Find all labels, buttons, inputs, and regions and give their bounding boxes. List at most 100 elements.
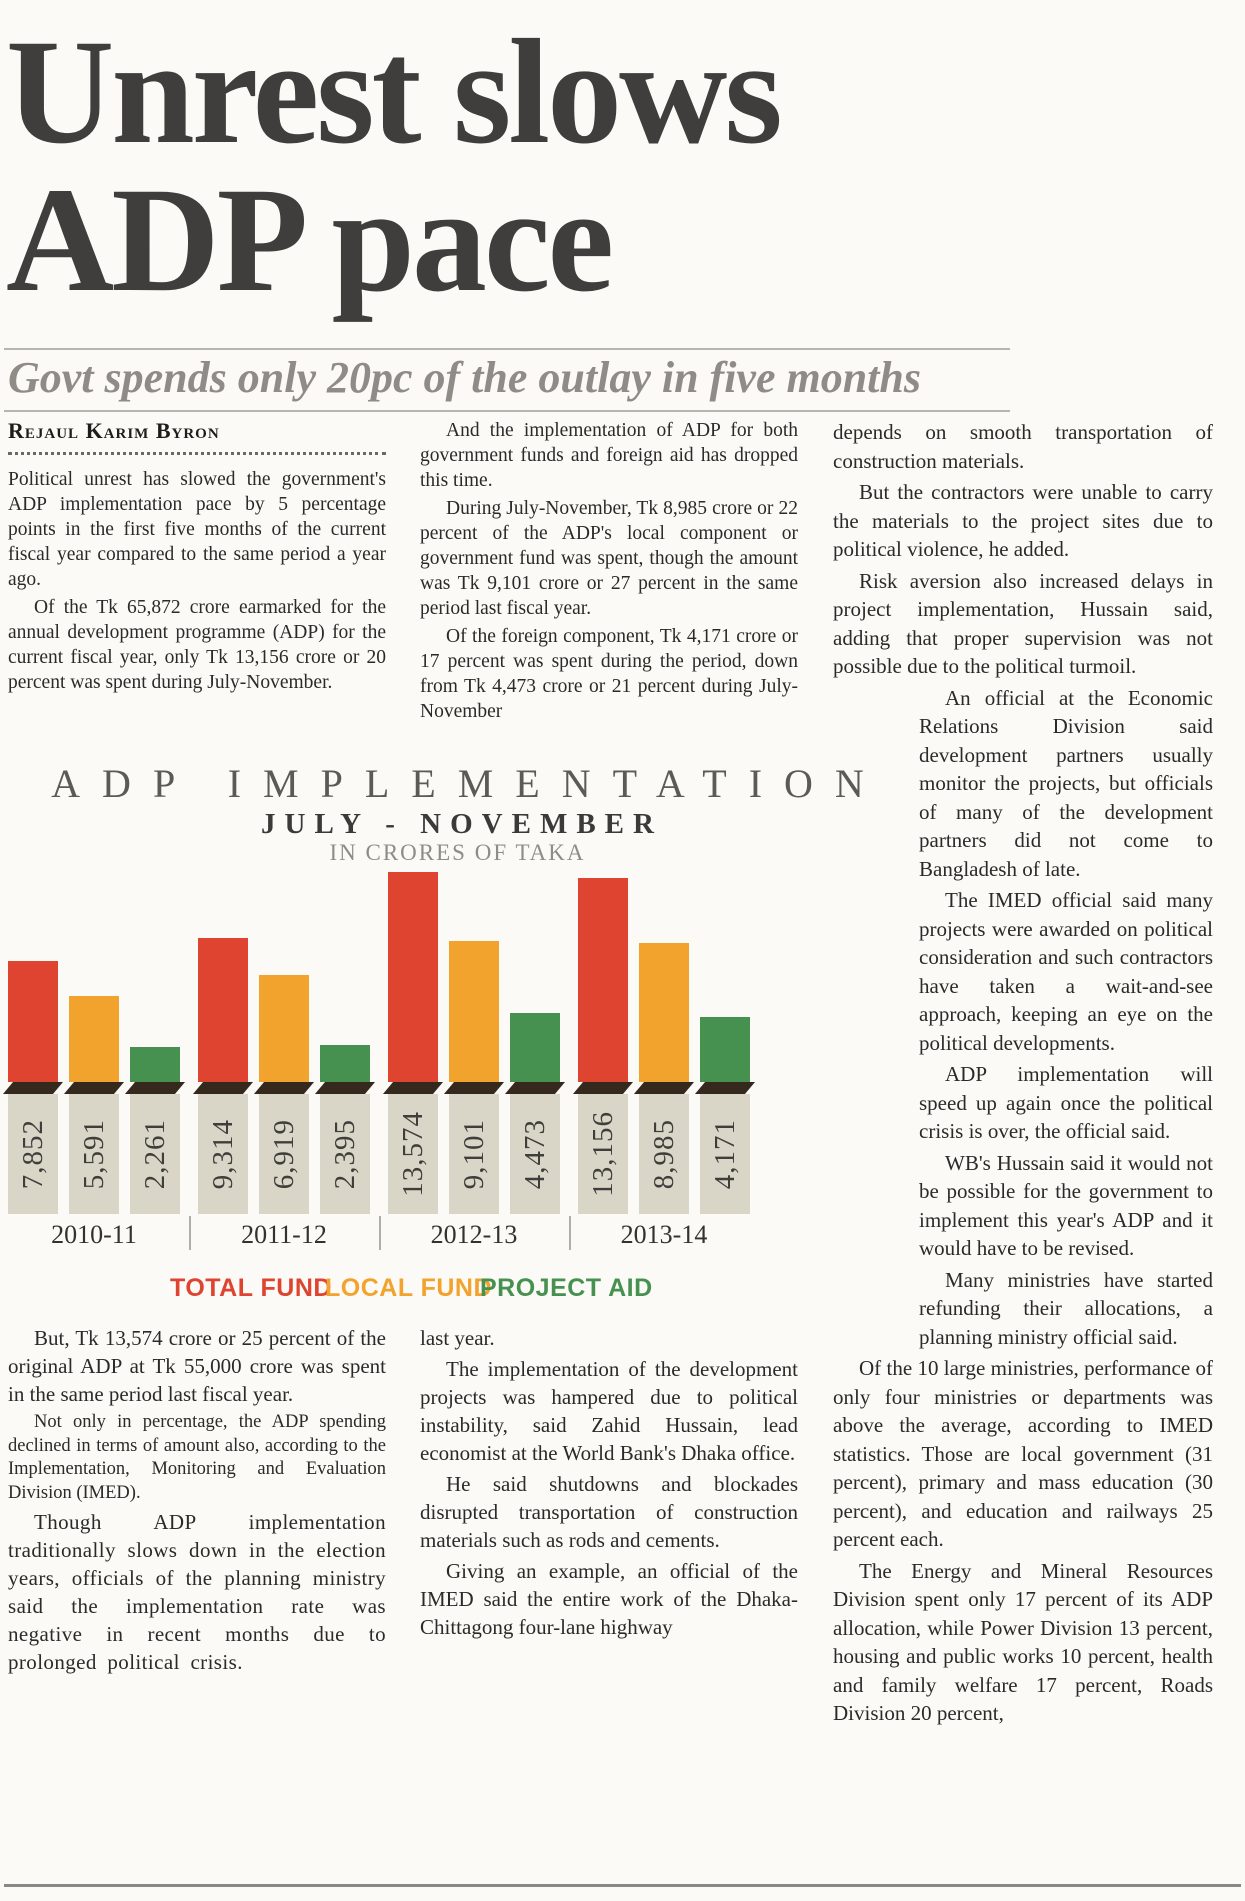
bar-base-shadow <box>2 1082 64 1094</box>
x-axis-separator <box>189 1216 191 1250</box>
x-axis-separator <box>569 1216 571 1250</box>
bar-value-column: 4,473 <box>510 1094 560 1214</box>
bar-total-fund-2013-14 <box>578 878 628 1082</box>
bar-value-column: 2,261 <box>130 1094 180 1214</box>
paragraph: Political unrest has slowed the governme… <box>8 469 386 590</box>
column-1-lower: But, Tk 13,574 crore or 25 percent of th… <box>8 1324 386 1679</box>
paragraph: Though ADP implementation traditionally … <box>8 1510 386 1674</box>
bar-value-label: 8,985 <box>647 1118 680 1190</box>
byline: Rejaul Karim Byron <box>8 418 220 443</box>
byline-dotted-divider <box>8 450 386 455</box>
x-axis-separator <box>379 1216 381 1250</box>
bar-base-shadow <box>382 1082 444 1094</box>
bar-value-column: 9,314 <box>198 1094 248 1214</box>
column-2-upper: And the implementation of ADP for both g… <box>420 418 798 727</box>
paragraph: And the implementation of ADP for both g… <box>420 420 798 491</box>
page-bottom-rule <box>4 1884 1241 1887</box>
x-axis-label-2012-13: 2012-13 <box>430 1220 518 1249</box>
bar-base-shadow <box>443 1082 505 1094</box>
bar-project-aid-2010-11 <box>130 1047 180 1082</box>
bar-value-label: 13,156 <box>586 1111 619 1197</box>
paragraph: The Energy and Mineral Resources Divisio… <box>833 1558 1213 1726</box>
bar-slot-2013-14-local-fund: 8,985 <box>633 864 695 1214</box>
bar-local-fund-2010-11 <box>69 996 119 1082</box>
x-axis-label-2011-12: 2011-12 <box>241 1220 327 1249</box>
paragraph: Giving an example, an official of the IM… <box>420 1559 798 1639</box>
column-3: depends on smooth transportation of cons… <box>833 418 1213 1731</box>
bar-slot-2013-14-project-aid: 4,171 <box>694 864 756 1214</box>
bar-slot-2013-14-total-fund: 13,156 <box>572 864 634 1214</box>
headline-line1: Unrest slows <box>6 9 783 175</box>
column-1-upper: Rejaul Karim Byron Political unrest has … <box>8 418 386 698</box>
paragraph: But, Tk 13,574 crore or 25 percent of th… <box>8 1326 386 1406</box>
bar-project-aid-2012-13 <box>510 1013 560 1082</box>
chart-title: ADP IMPLEMENTATION <box>51 761 886 806</box>
adp-chart: ADP IMPLEMENTATION JULY - NOVEMBER IN CR… <box>0 762 915 1310</box>
bar-value-label: 13,574 <box>396 1111 429 1197</box>
paragraph: During July-November, Tk 8,985 crore or … <box>420 498 798 619</box>
paragraph: The implementation of the development pr… <box>420 1357 798 1465</box>
legend-total-fund: TOTAL FUND <box>170 1274 332 1302</box>
paragraph: Of the 10 large ministries, performance … <box>833 1356 1213 1551</box>
bar-value-column: 9,101 <box>449 1094 499 1214</box>
bar-value-column: 2,395 <box>320 1094 370 1214</box>
bar-value-label: 6,919 <box>267 1118 300 1190</box>
chart-unit-label: IN CRORES OF TAKA <box>329 840 586 865</box>
bar-slot-2010-11-local-fund: 5,591 <box>63 864 125 1214</box>
bar-value-label: 9,314 <box>206 1118 239 1190</box>
paragraph: WB's Hussain said it would not be possib… <box>919 1150 1213 1261</box>
chart-subtitle: JULY - NOVEMBER <box>261 808 663 840</box>
x-axis-label-2010-11: 2010-11 <box>51 1220 137 1249</box>
bar-value-label: 9,101 <box>457 1118 490 1190</box>
bar-slot-2012-13-project-aid: 4,473 <box>504 864 566 1214</box>
bar-total-fund-2011-12 <box>198 938 248 1082</box>
bar-slot-2012-13-local-fund: 9,101 <box>443 864 505 1214</box>
header-divider-bottom <box>4 410 1010 412</box>
legend-project-aid: PROJECT AID <box>480 1274 653 1302</box>
paragraph: The IMED official said many projects wer… <box>919 888 1213 1055</box>
paragraph: depends on smooth transportation of cons… <box>833 420 1213 473</box>
bar-base-shadow <box>124 1082 186 1094</box>
bar-slot-2012-13-total-fund: 13,574 <box>382 864 444 1214</box>
bar-value-column: 4,171 <box>700 1094 750 1214</box>
paragraph: He said shutdowns and blockades disrupte… <box>420 1472 798 1552</box>
bar-base-shadow <box>192 1082 254 1094</box>
bar-base-shadow <box>63 1082 125 1094</box>
bar-value-column: 13,574 <box>388 1094 438 1214</box>
bar-local-fund-2012-13 <box>449 941 499 1082</box>
paragraph: But the contractors were unable to carry… <box>833 480 1213 561</box>
bar-value-label: 7,852 <box>16 1118 49 1190</box>
bar-slot-2010-11-project-aid: 2,261 <box>124 864 186 1214</box>
bar-value-label: 2,395 <box>328 1118 361 1190</box>
bar-value-label: 2,261 <box>138 1118 171 1190</box>
paragraph: Of the foreign component, Tk 4,171 crore… <box>420 626 798 722</box>
bar-value-column: 6,919 <box>259 1094 309 1214</box>
bar-value-column: 5,591 <box>69 1094 119 1214</box>
bar-slot-2011-12-total-fund: 9,314 <box>192 864 254 1214</box>
bar-local-fund-2013-14 <box>639 943 689 1082</box>
chart-legend: TOTAL FUND LOCAL FUND PROJECT AID <box>0 1274 760 1310</box>
bar-base-shadow <box>504 1082 566 1094</box>
legend-local-fund: LOCAL FUND <box>325 1274 493 1302</box>
bar-slot-2010-11-total-fund: 7,852 <box>2 864 64 1214</box>
bar-total-fund-2010-11 <box>8 961 58 1082</box>
bar-value-label: 5,591 <box>77 1118 110 1190</box>
paragraph: An official at the Economic Relations Di… <box>919 685 1213 881</box>
bar-base-shadow <box>572 1082 634 1094</box>
bar-value-label: 4,473 <box>518 1118 551 1190</box>
paragraph: Many ministries have started refunding t… <box>919 1267 1213 1349</box>
bar-project-aid-2011-12 <box>320 1045 370 1082</box>
bar-value-label: 4,171 <box>708 1118 741 1190</box>
paragraph: Of the Tk 65,872 crore earmarked for the… <box>8 597 386 693</box>
headline: Unrest slows ADP pace <box>6 9 783 315</box>
bar-total-fund-2012-13 <box>388 872 438 1082</box>
paragraph: Risk aversion also increased delays in p… <box>833 568 1213 679</box>
bar-value-column: 7,852 <box>8 1094 58 1214</box>
column-2-lower: last year. The implementation of the dev… <box>420 1324 798 1644</box>
bar-base-shadow <box>253 1082 315 1094</box>
paragraph: last year. <box>420 1326 495 1350</box>
bar-slot-2011-12-project-aid: 2,395 <box>314 864 376 1214</box>
subhead: Govt spends only 20pc of the outlay in f… <box>8 353 921 402</box>
paragraph: Not only in percentage, the ADP spending… <box>8 1412 386 1503</box>
